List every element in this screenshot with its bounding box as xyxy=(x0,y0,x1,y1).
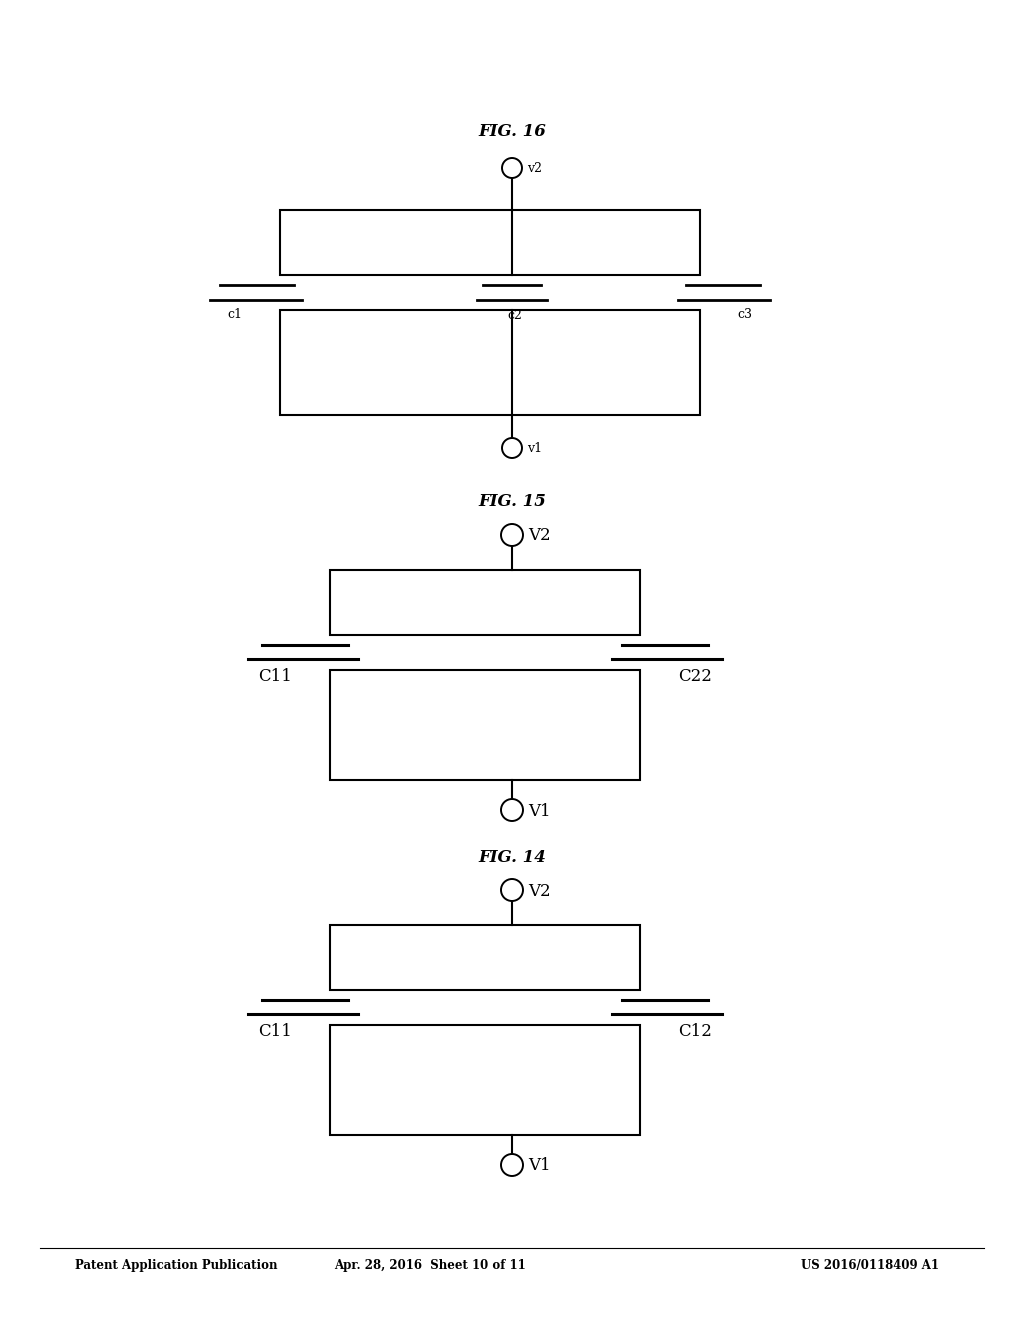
Circle shape xyxy=(502,438,522,458)
Bar xyxy=(330,1026,640,1135)
Text: C22: C22 xyxy=(678,668,712,685)
Text: V1: V1 xyxy=(528,1158,551,1175)
Text: C11: C11 xyxy=(258,1023,292,1040)
Text: v1: v1 xyxy=(527,442,542,455)
Text: FIG. 14: FIG. 14 xyxy=(478,850,546,866)
Text: C12: C12 xyxy=(678,1023,712,1040)
Text: v2: v2 xyxy=(527,162,542,176)
Bar xyxy=(280,210,700,275)
Bar xyxy=(280,310,700,414)
Text: Patent Application Publication: Patent Application Publication xyxy=(75,1258,278,1271)
Circle shape xyxy=(501,524,523,546)
Text: c3: c3 xyxy=(737,308,753,321)
Text: V2: V2 xyxy=(528,883,551,899)
Text: c2: c2 xyxy=(508,309,522,322)
Circle shape xyxy=(501,799,523,821)
Text: c1: c1 xyxy=(227,308,243,321)
Bar xyxy=(330,925,640,990)
Text: V1: V1 xyxy=(528,803,551,820)
Text: FIG. 15: FIG. 15 xyxy=(478,494,546,511)
Circle shape xyxy=(502,158,522,178)
Text: FIG. 16: FIG. 16 xyxy=(478,124,546,140)
Circle shape xyxy=(501,1154,523,1176)
Text: V2: V2 xyxy=(528,528,551,544)
Text: Apr. 28, 2016  Sheet 10 of 11: Apr. 28, 2016 Sheet 10 of 11 xyxy=(334,1258,526,1271)
Bar xyxy=(330,570,640,635)
Text: C11: C11 xyxy=(258,668,292,685)
Text: US 2016/0118409 A1: US 2016/0118409 A1 xyxy=(801,1258,939,1271)
Circle shape xyxy=(501,879,523,902)
Bar xyxy=(330,671,640,780)
